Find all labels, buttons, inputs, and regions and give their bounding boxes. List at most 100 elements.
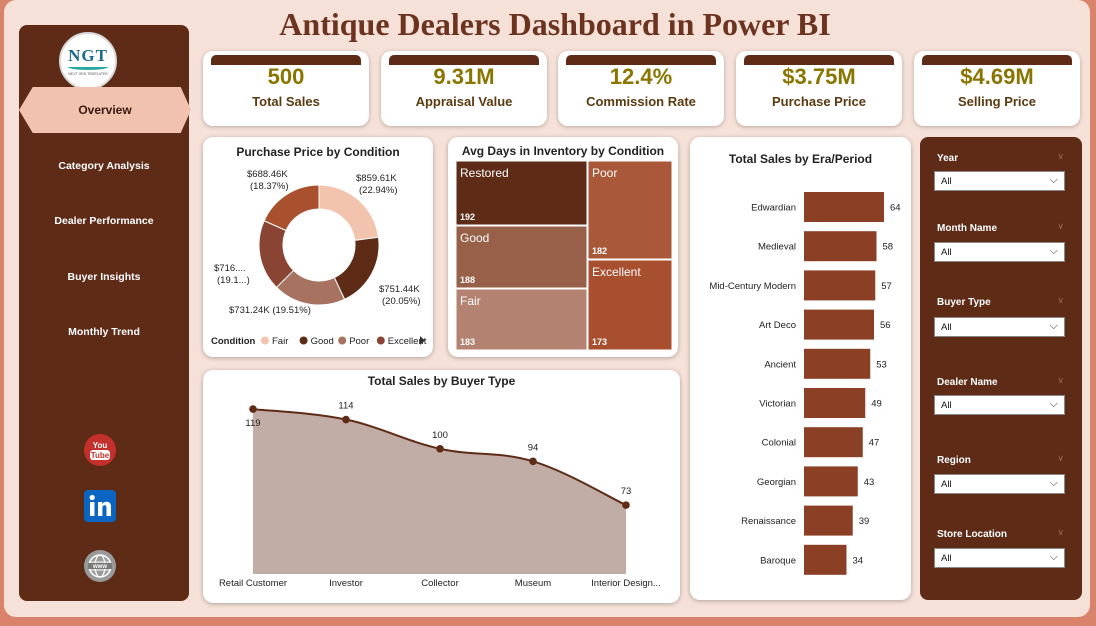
kpi-purchase-price: $3.75M Purchase Price xyxy=(736,51,902,126)
filter-value: All xyxy=(941,176,952,187)
era-category-label: Mid-Century Modern xyxy=(709,281,796,292)
filter-region-select[interactable]: All ⌵ xyxy=(934,474,1065,494)
chevron-down-icon: ⌵ xyxy=(1049,551,1058,563)
treemap-cell xyxy=(587,160,673,260)
area-category-label: Interior Design... xyxy=(591,578,661,589)
filter-dealer-select[interactable]: All ⌵ xyxy=(934,395,1065,415)
chevron-down-icon[interactable]: ∨ xyxy=(1057,453,1064,463)
filter-month-select[interactable]: All ⌵ xyxy=(934,242,1065,262)
logo-wave xyxy=(68,64,108,70)
filter-value: All xyxy=(941,400,952,411)
donut-data-label: (19.1...) xyxy=(217,275,250,286)
filter-year-select[interactable]: All ⌵ xyxy=(934,171,1065,191)
era-card: Total Sales by Era/Period Edwardian 64 Med… xyxy=(690,137,911,600)
kpi-value: 500 xyxy=(267,64,305,89)
donut-data-label: $859.61K xyxy=(356,173,397,184)
treemap-chart: Restored 192 Poor 182 Good 188 Excellent 173 Fai… xyxy=(455,160,673,351)
era-value-label: 47 xyxy=(869,438,880,449)
svg-text:You: You xyxy=(93,441,108,450)
nav-dealer-performance[interactable]: Dealer Performance xyxy=(54,215,154,227)
chevron-down-icon: ⌵ xyxy=(1049,477,1058,489)
legend-marker xyxy=(299,336,308,345)
chevron-down-icon[interactable]: ∨ xyxy=(1057,527,1064,537)
era-category-label: Art Deco xyxy=(759,320,796,331)
treemap-cell-label: Restored xyxy=(460,166,509,180)
donut-data-label: $731.24K (19.51%) xyxy=(229,305,311,316)
nav-buyer-insights[interactable]: Buyer Insights xyxy=(67,271,141,283)
area-point xyxy=(436,444,444,453)
legend-marker xyxy=(261,336,269,345)
era-value-label: 58 xyxy=(883,242,894,253)
donut-data-label: (20.05%) xyxy=(382,296,421,307)
chevron-down-icon[interactable]: ∨ xyxy=(1057,295,1064,305)
kpi-label: Total Sales xyxy=(252,94,320,109)
filter-label: Dealer Name xyxy=(937,377,998,388)
filter-value: All xyxy=(941,553,952,564)
area-category-label: Collector xyxy=(421,578,459,589)
nav-overview[interactable]: Overview xyxy=(19,87,191,133)
filter-value: All xyxy=(941,247,952,258)
treemap-cell-value: 188 xyxy=(460,275,475,285)
era-category-label: Baroque xyxy=(760,555,796,566)
era-bar xyxy=(804,192,884,222)
kpi-label: Purchase Price xyxy=(772,94,866,109)
sidebar: NGT NEXT GEN TEMPLATES Overview Category… xyxy=(19,25,191,601)
chevron-down-icon[interactable]: ∨ xyxy=(1057,375,1064,385)
filter-value: All xyxy=(941,322,952,333)
nav-category-analysis[interactable]: Category Analysis xyxy=(58,160,150,172)
kpi-selling-price: $4.69M Selling Price xyxy=(914,51,1080,126)
logo: NGT NEXT GEN TEMPLATES xyxy=(59,32,117,90)
kpi-appraisal-value: 9.31M Appraisal Value xyxy=(381,51,547,126)
era-bar xyxy=(804,270,876,301)
web-icon[interactable]: www xyxy=(83,549,117,583)
treemap-cell xyxy=(587,259,673,351)
filter-value: All xyxy=(941,479,952,490)
youtube-icon[interactable]: You Tube xyxy=(83,433,117,467)
kpi-bar xyxy=(389,55,539,65)
linkedin-icon[interactable] xyxy=(83,489,117,523)
filter-buyer-type-select[interactable]: All ⌵ xyxy=(934,317,1065,337)
legend-label: Excellent xyxy=(388,336,427,347)
era-value-label: 34 xyxy=(853,555,864,566)
svg-text:www: www xyxy=(92,564,107,570)
donut-data-label: $751.44K xyxy=(379,284,420,295)
kpi-bar xyxy=(211,55,361,65)
area-point xyxy=(529,457,537,466)
area-fill xyxy=(253,409,626,574)
chevron-down-icon: ⌵ xyxy=(1049,245,1058,257)
chevron-down-icon[interactable]: ∨ xyxy=(1057,221,1064,231)
era-value-label: 64 xyxy=(890,203,901,214)
era-bar xyxy=(804,505,853,536)
treemap-cell xyxy=(455,225,588,289)
area-data-label: 119 xyxy=(245,418,260,429)
nav-monthly-trend[interactable]: Monthly Trend xyxy=(68,326,140,338)
era-category-label: Medieval xyxy=(758,242,796,253)
chevron-down-icon[interactable]: ∨ xyxy=(1057,151,1064,161)
filter-label: Region xyxy=(937,455,971,466)
era-value-label: 53 xyxy=(876,359,887,370)
era-bar xyxy=(804,466,858,497)
era-value-label: 49 xyxy=(871,399,882,410)
era-value-label: 39 xyxy=(859,516,870,527)
filter-label: Month Name xyxy=(937,223,997,234)
donut-chart: $859.61K(22.94%) $751.44K(20.05%) $731.24K… xyxy=(211,169,427,347)
logo-subtext: NEXT GEN TEMPLATES xyxy=(68,72,108,76)
filter-store-select[interactable]: All ⌵ xyxy=(934,548,1065,568)
treemap-title: Avg Days in Inventory by Condition xyxy=(461,144,665,158)
filter-label: Year xyxy=(937,153,959,164)
era-title: Total Sales by Era/Period xyxy=(728,152,873,166)
era-bar xyxy=(804,544,847,575)
buyer-card: Total Sales by Buyer Type 119 Retail Cust… xyxy=(203,370,680,603)
kpi-value: $3.75M xyxy=(782,64,856,89)
era-category-label: Colonial xyxy=(762,438,796,449)
treemap-cell-value: 192 xyxy=(460,212,475,222)
era-bar xyxy=(804,231,877,262)
area-data-label: 94 xyxy=(528,442,539,453)
page-title: Antique Dealers Dashboard in Power BI xyxy=(279,6,831,42)
kpi-value: $4.69M xyxy=(960,64,1034,89)
treemap-card: Avg Days in Inventory by Condition Resto… xyxy=(448,137,678,357)
legend-label: Fair xyxy=(272,336,288,347)
legend-label: Good xyxy=(311,336,334,347)
treemap-cell xyxy=(455,160,588,226)
donut-data-label: (18.37%) xyxy=(250,181,289,192)
